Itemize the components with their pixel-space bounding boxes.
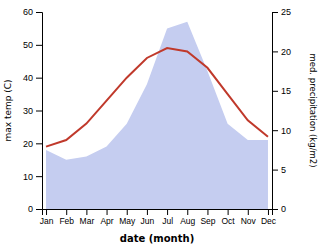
tick-mark (207, 209, 208, 215)
tick: 50 (23, 40, 42, 50)
y2-axis: 0 5 10 15 20 25 (272, 7, 291, 214)
tick-label: 20 (23, 139, 33, 149)
tick: Sep (200, 209, 215, 226)
tick: 25 (272, 7, 291, 17)
tick-mark (187, 209, 188, 215)
tick-mark (36, 45, 42, 46)
tick-label: Sep (200, 216, 215, 226)
tick-mark (107, 209, 108, 215)
tick: Feb (59, 209, 74, 226)
tick-label: Jun (141, 216, 155, 226)
tick-label: 10 (281, 126, 291, 136)
tick-label: Feb (59, 216, 74, 226)
y2-axis-title: med. precipitation (kg/m2) (308, 53, 318, 167)
tick: Jan (40, 209, 54, 226)
tick-label: 40 (23, 73, 33, 83)
tick-label: Oct (221, 216, 235, 226)
tick-mark (248, 209, 249, 215)
tick: Dec (261, 209, 277, 226)
tick: Apr (100, 209, 113, 226)
tick: 15 (272, 86, 291, 96)
tick-label: Apr (100, 216, 113, 226)
tick-mark (167, 209, 168, 215)
tick-label: 30 (23, 106, 33, 116)
tick-label: May (119, 216, 136, 226)
tick-label: 0 (28, 204, 33, 214)
tick-label: Jan (40, 216, 54, 226)
tick-mark (36, 176, 42, 177)
x-axis: Jan Feb Mar Apr May Jun Jul Aug Sep Oct Nov Dec (40, 209, 277, 226)
tick: Nov (241, 209, 257, 226)
tick-label: Dec (261, 216, 277, 226)
tick: 0 (272, 204, 286, 214)
tick-mark (36, 78, 42, 79)
tick: 5 (272, 165, 286, 175)
tick-mark (272, 209, 278, 210)
tick: Oct (221, 209, 235, 226)
x-axis-title: date (month) (120, 233, 194, 244)
axis-line (43, 210, 273, 216)
tick-mark (36, 111, 42, 112)
tick-mark (272, 91, 278, 92)
tick: Aug (180, 209, 195, 226)
tick: Jul (162, 209, 173, 226)
plot: Jan Feb Mar Apr May Jun Jul Aug Sep Oct Nov Dec 0 10 2… (23, 7, 291, 226)
tick-label: 50 (23, 40, 33, 50)
tick-label: Nov (241, 216, 257, 226)
tick-label: 60 (23, 7, 33, 17)
tick-label: Jul (162, 216, 173, 226)
tick-mark (147, 209, 148, 215)
tick: 20 (272, 47, 291, 57)
tick-mark (228, 209, 229, 215)
axis-line (36, 13, 43, 210)
tick-mark (272, 130, 278, 131)
tick-mark (86, 209, 87, 215)
tick-label: 5 (281, 165, 286, 175)
tick-label: 20 (281, 47, 291, 57)
tick: 40 (23, 73, 42, 83)
area (46, 22, 268, 209)
tick-label: Mar (80, 216, 95, 226)
tick: 0 (28, 204, 42, 214)
tick: Jun (141, 209, 155, 226)
tick-mark (272, 51, 278, 52)
chart: Jan Feb Mar Apr May Jun Jul Aug Sep Oct Nov Dec 0 10 2… (0, 0, 318, 247)
tick-mark (66, 209, 67, 215)
tick: 10 (272, 126, 291, 136)
line (46, 48, 268, 147)
tick-mark (46, 209, 47, 215)
tick: May (119, 209, 136, 226)
tick-mark (36, 209, 42, 210)
tick-mark (36, 143, 42, 144)
tick-mark (272, 170, 278, 171)
tick-label: 25 (281, 7, 291, 17)
tick: 30 (23, 106, 42, 116)
y-axis-title: max temp (C) (3, 79, 13, 141)
axis-line (273, 13, 279, 210)
tick: 10 (23, 172, 42, 182)
tick: Mar (80, 209, 95, 226)
tick-mark (127, 209, 128, 215)
tick-label: Aug (180, 216, 195, 226)
tick-label: 10 (23, 172, 33, 182)
y-axis: 0 10 20 30 40 50 60 (23, 7, 43, 214)
tick: 20 (23, 139, 42, 149)
tick-mark (36, 12, 42, 13)
tick-mark (268, 209, 269, 215)
tick-label: 15 (281, 86, 291, 96)
tick: 60 (23, 7, 42, 17)
marks (46, 22, 268, 209)
tick-mark (272, 12, 278, 13)
tick-label: 0 (281, 204, 286, 214)
